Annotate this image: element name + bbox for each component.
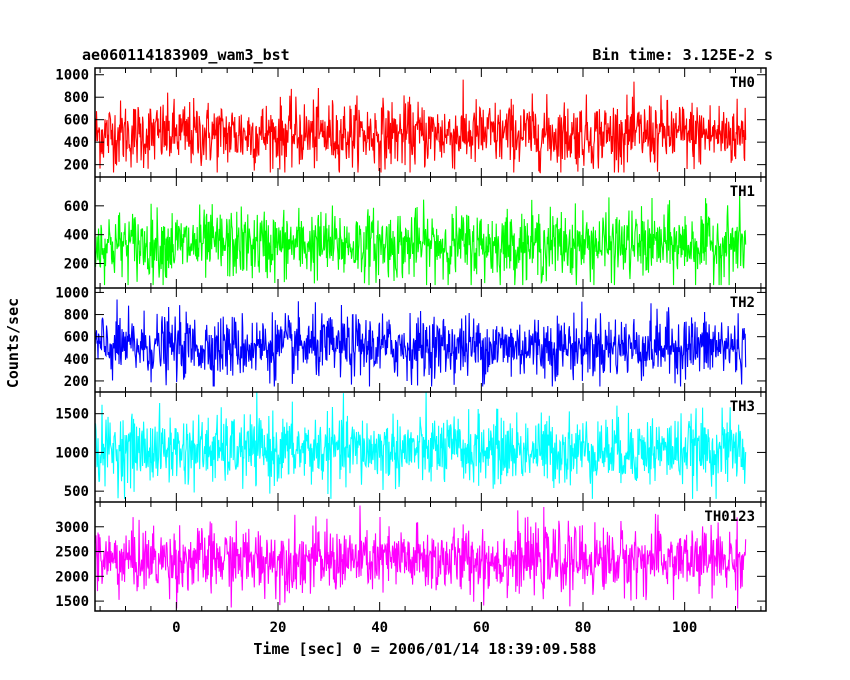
y-tick-label: 200 [64,158,89,174]
y-tick-label: 1000 [55,285,89,301]
x-tick-label: 40 [371,620,388,636]
panel-th0: 200 400 600 800 1000 TH0 [55,68,766,177]
x-axis-label: Time [sec] 0 = 2006/01/14 18:39:09.588 [253,640,596,658]
y-tick-label: 2500 [55,545,89,561]
y-tick-label: 2000 [55,569,89,585]
panel-th3: 500 1000 1500 TH3 [55,392,766,502]
series-line-th0123 [95,505,747,609]
panel-label: TH0123 [704,509,755,525]
y-tick-label: 200 [64,256,89,272]
y-tick-label: 400 [64,352,89,368]
y-tick-label: 600 [64,199,89,215]
y-tick-label: 500 [64,484,89,500]
y-axis-label: Counts/sec [4,298,22,388]
panel-label: TH2 [730,295,755,311]
x-tick-label: 20 [270,620,287,636]
chart-title-right: Bin time: 3.125E-2 s [592,46,773,64]
panel-th2: 200 400 600 800 1000 TH2 [55,285,766,392]
y-tick-label: 1000 [55,68,89,84]
y-tick-label: 1500 [55,407,89,423]
panel-label: TH0 [730,75,755,91]
x-tick-label: 60 [473,620,490,636]
y-tick-label: 400 [64,135,89,151]
y-tick-label: 400 [64,228,89,244]
y-tick-label: 600 [64,113,89,129]
panel-label: TH1 [730,184,755,200]
y-tick-label: 3000 [55,520,89,536]
chart-title-left: ae060114183909_wam3_bst [82,46,290,64]
series-line-th1 [95,194,747,286]
y-tick-label: 800 [64,90,89,106]
series-line-th3 [95,392,747,499]
panel-th1: 200 400 600 TH1 [64,177,766,288]
x-axis: 0 20 40 60 80 100 [172,620,697,636]
x-tick-label: 100 [672,620,697,636]
series-line-th2 [95,299,747,387]
y-tick-label: 200 [64,374,89,390]
panels: 200 400 600 800 1000 TH0 200 400 600 TH1 200 400 600… [55,67,767,612]
y-tick-label: 1500 [55,594,89,610]
plot-frame [94,67,767,612]
y-tick-label: 800 [64,308,89,324]
y-tick-label: 1000 [55,445,89,461]
series-line-th0 [95,79,747,174]
x-tick-label: 0 [172,620,180,636]
panel-th0123: 1500 2000 2500 3000 TH0123 [55,502,766,611]
y-tick-label: 600 [64,330,89,346]
panel-label: TH3 [730,399,755,415]
x-tick-label: 80 [575,620,592,636]
